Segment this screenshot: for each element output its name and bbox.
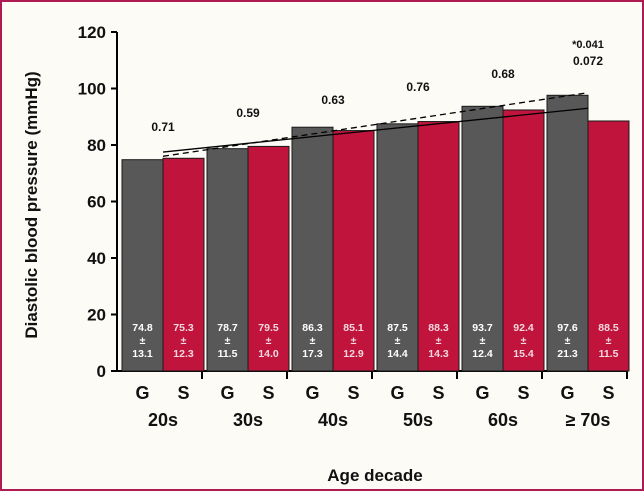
pm-symbol: ± bbox=[565, 335, 571, 347]
bar-S-3 bbox=[417, 121, 460, 372]
series-label-S: S bbox=[177, 383, 189, 403]
y-tick-label: 0 bbox=[97, 362, 106, 381]
series-label-S: S bbox=[602, 383, 614, 403]
series-label-G: G bbox=[475, 383, 489, 403]
sd-label: 14.3 bbox=[428, 348, 449, 360]
sd-label: 15.4 bbox=[513, 348, 534, 360]
sd-label: 17.3 bbox=[302, 348, 323, 360]
bar-S-1 bbox=[247, 145, 290, 372]
p-value: 0.76 bbox=[406, 80, 430, 94]
y-axis-label: Diastolic blood pressure (mmHg) bbox=[22, 71, 41, 338]
value-label: 97.6 bbox=[557, 322, 578, 334]
pm-symbol: ± bbox=[225, 335, 231, 347]
sd-label: 12.4 bbox=[472, 348, 493, 360]
value-label: 74.8 bbox=[132, 322, 153, 334]
pm-symbol: ± bbox=[480, 335, 486, 347]
value-label: 87.5 bbox=[387, 322, 408, 334]
p-value: 0.63 bbox=[321, 93, 345, 107]
series-label-G: G bbox=[390, 383, 404, 403]
group-label: ≥ 70s bbox=[566, 410, 611, 430]
y-tick-label: 40 bbox=[87, 249, 106, 268]
p-value: 0.59 bbox=[236, 106, 260, 120]
sd-label: 12.3 bbox=[173, 348, 194, 360]
y-tick-label: 120 bbox=[78, 23, 106, 42]
value-label: 92.4 bbox=[513, 322, 534, 334]
sd-label: 11.5 bbox=[599, 348, 619, 360]
group-label: 50s bbox=[403, 410, 433, 430]
y-tick-label: 60 bbox=[87, 193, 106, 212]
pm-symbol: ± bbox=[395, 335, 401, 347]
bar-G-2 bbox=[291, 126, 334, 372]
pm-symbol: ± bbox=[606, 335, 612, 347]
trendline-solid bbox=[162, 107, 589, 153]
pm-symbol: ± bbox=[521, 335, 527, 347]
series-label-S: S bbox=[347, 383, 359, 403]
pm-symbol: ± bbox=[310, 335, 316, 347]
pm-symbol: ± bbox=[266, 335, 272, 347]
value-label: 79.5 bbox=[258, 322, 279, 334]
bar-G-4 bbox=[461, 105, 504, 372]
y-tick-label: 100 bbox=[78, 80, 106, 99]
series-label-G: G bbox=[135, 383, 149, 403]
pm-symbol: ± bbox=[181, 335, 187, 347]
group-label: 60s bbox=[488, 410, 518, 430]
value-label: 75.3 bbox=[173, 322, 194, 334]
series-label-G: G bbox=[220, 383, 234, 403]
y-tick-label: 20 bbox=[87, 306, 106, 325]
bar-G-5 bbox=[546, 94, 589, 372]
bar-S-5 bbox=[587, 120, 630, 372]
y-tick-label: 80 bbox=[87, 136, 106, 155]
group-label: 30s bbox=[233, 410, 263, 430]
sd-label: 11.5 bbox=[218, 348, 238, 360]
bar-S-2 bbox=[332, 130, 375, 372]
x-axis-label: Age decade bbox=[327, 466, 422, 485]
value-label: 86.3 bbox=[302, 322, 323, 334]
sd-label: 12.9 bbox=[343, 348, 364, 360]
bar-G-1 bbox=[206, 148, 249, 372]
value-label: 93.7 bbox=[472, 322, 493, 334]
trendline-dashed bbox=[162, 92, 589, 157]
pm-symbol: ± bbox=[436, 335, 442, 347]
series-label-S: S bbox=[262, 383, 274, 403]
series-label-G: G bbox=[560, 383, 574, 403]
sd-label: 14.0 bbox=[258, 348, 279, 360]
series-label-S: S bbox=[517, 383, 529, 403]
value-label: 88.5 bbox=[598, 322, 619, 334]
p-value: 0.71 bbox=[151, 120, 175, 134]
series-label-S: S bbox=[432, 383, 444, 403]
p-value: 0.072 bbox=[573, 54, 603, 68]
sd-label: 21.3 bbox=[557, 348, 578, 360]
bar-G-3 bbox=[376, 123, 419, 372]
group-label: 40s bbox=[318, 410, 348, 430]
pm-symbol: ± bbox=[351, 335, 357, 347]
value-label: 88.3 bbox=[428, 322, 449, 334]
pm-symbol: ± bbox=[140, 335, 146, 347]
group-label: 20s bbox=[148, 410, 178, 430]
bar-S-0 bbox=[162, 157, 205, 372]
value-label: 78.7 bbox=[217, 322, 238, 334]
sd-label: 14.4 bbox=[387, 348, 408, 360]
sd-label: 13.1 bbox=[132, 348, 153, 360]
significance-annotation: *0.041 bbox=[572, 39, 604, 51]
bar-S-4 bbox=[502, 109, 545, 372]
series-label-G: G bbox=[305, 383, 319, 403]
p-value: 0.68 bbox=[491, 67, 515, 81]
value-label: 85.1 bbox=[343, 322, 364, 334]
